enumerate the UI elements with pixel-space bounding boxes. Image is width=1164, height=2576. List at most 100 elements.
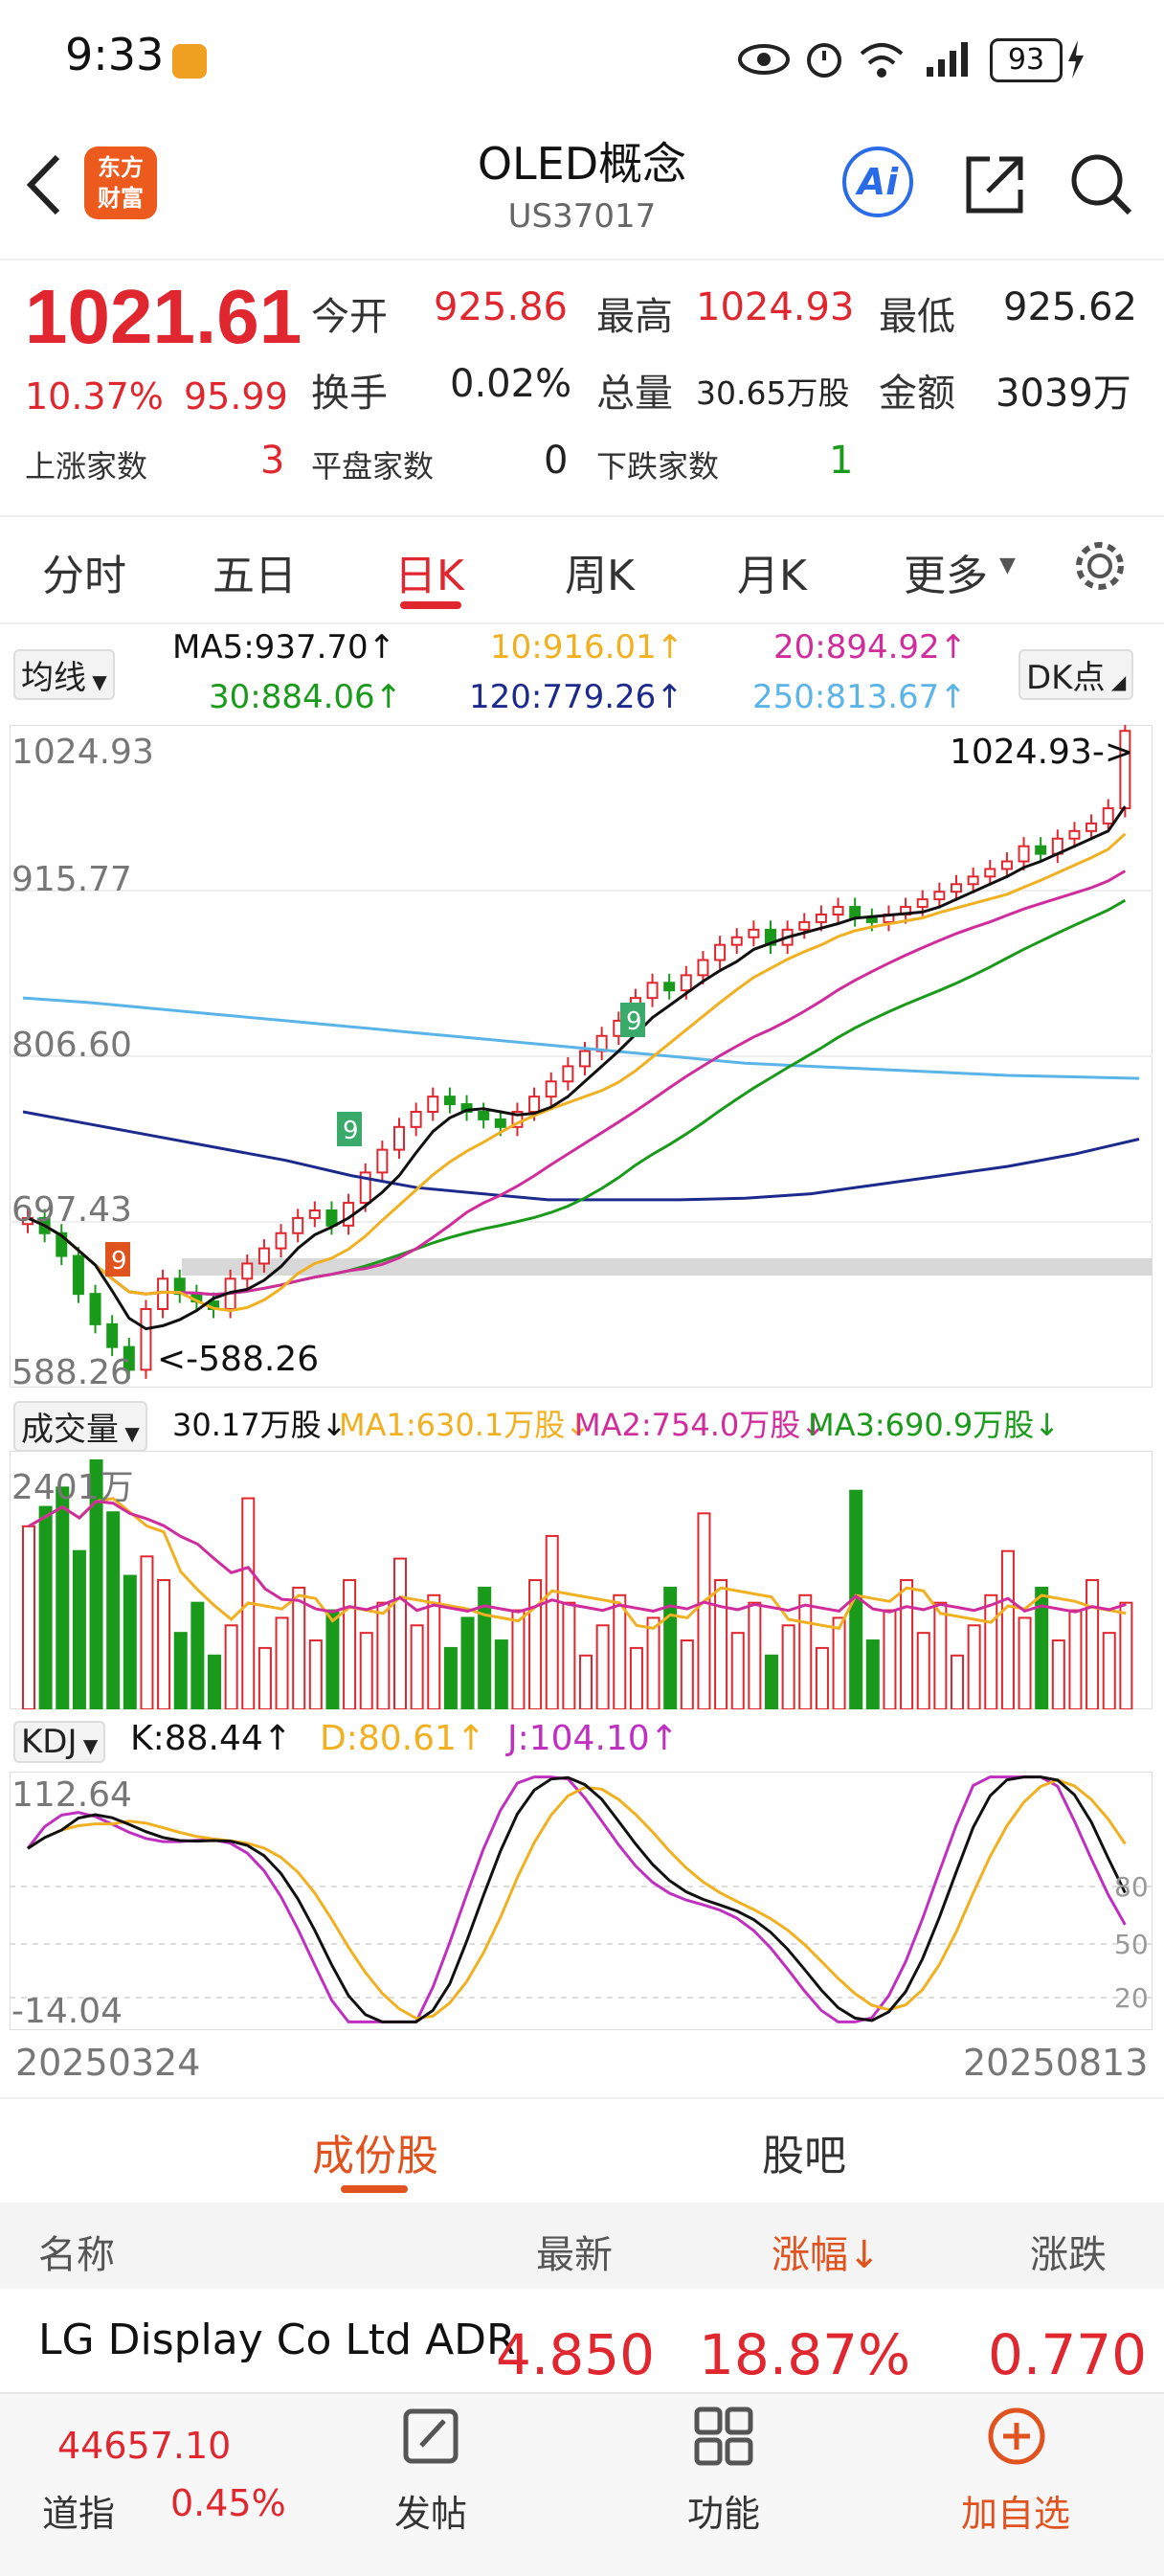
change-amount: 95.99 xyxy=(184,375,288,418)
candle xyxy=(748,928,760,938)
low-value: 925.62 xyxy=(1003,285,1137,329)
volume-bar xyxy=(56,1486,70,1709)
volume-bar xyxy=(545,1534,559,1709)
volume-ma3: MA3:690.9万股↓ xyxy=(808,1407,1061,1443)
y-axis-max: 1024.93 xyxy=(11,733,154,772)
ma10-line xyxy=(27,832,1127,1313)
function-grid-icon[interactable] xyxy=(693,2406,754,2467)
high-price-marker: 1024.93-> xyxy=(950,733,1133,772)
volume-bar xyxy=(38,1505,53,1709)
tab-weekly-k[interactable]: 周K xyxy=(565,552,635,600)
column-name[interactable]: 名称 xyxy=(38,2233,115,2277)
volume-bar xyxy=(494,1639,508,1709)
candle xyxy=(72,1254,84,1296)
volume-bar xyxy=(629,1646,643,1709)
candle xyxy=(275,1232,287,1250)
signal-marker-9 xyxy=(620,1003,645,1037)
nav-post[interactable]: 发帖 xyxy=(394,2493,468,2535)
eastmoney-logo: 东方 财富 xyxy=(84,147,157,219)
volume-bar xyxy=(140,1555,154,1709)
open-label: 今开 xyxy=(311,295,388,339)
section-tab-indicator xyxy=(341,2185,408,2193)
y-axis-label-4: 697.43 xyxy=(11,1190,132,1230)
tab-constituents[interactable]: 成份股 xyxy=(312,2132,438,2181)
tab-more[interactable]: 更多 xyxy=(904,552,988,600)
kdj-j-value: J:104.10↑ xyxy=(507,1719,679,1758)
candlestick-chart[interactable]: 9 9 9 1024.93 915.77 806.60 697.43 588.2… xyxy=(10,725,1153,1388)
row-change: 0.770 xyxy=(988,2322,1148,2387)
status-time: 9:33 xyxy=(65,29,165,80)
back-icon[interactable] xyxy=(23,151,65,218)
signal-marker-9-text: 9 xyxy=(343,1117,359,1145)
share-icon[interactable] xyxy=(961,151,1028,218)
kdj-k-value: K:88.44↑ xyxy=(130,1719,292,1758)
search-icon[interactable] xyxy=(1066,149,1135,218)
volume-bar xyxy=(748,1601,762,1709)
volume-bar xyxy=(275,1616,289,1709)
dow-index-value[interactable]: 44657.10 xyxy=(57,2425,232,2467)
volume-bar xyxy=(1086,1579,1100,1709)
volume-ma2: MA2:754.0万股↓ xyxy=(574,1407,827,1443)
post-edit-icon[interactable] xyxy=(400,2406,461,2467)
candle xyxy=(393,1125,405,1151)
kdj-level-80: 80 xyxy=(1114,1871,1149,1903)
nav-add-watchlist[interactable]: 加自选 xyxy=(961,2493,1071,2535)
candle xyxy=(1018,845,1030,863)
active-tab-indicator xyxy=(400,601,461,609)
column-change[interactable]: 涨跌 xyxy=(1030,2233,1107,2277)
support-band xyxy=(182,1258,1153,1276)
tab-monthly-k[interactable]: 月K xyxy=(737,552,807,600)
candle xyxy=(359,1171,371,1205)
ma20-line xyxy=(27,870,1127,1297)
tab-five-day[interactable]: 五日 xyxy=(213,552,297,600)
ma-selector[interactable]: 均线 ▼ xyxy=(13,649,115,700)
kdj-indicator-selector[interactable]: KDJ ▼ xyxy=(13,1721,106,1763)
high-value: 1024.93 xyxy=(696,285,855,329)
tab-intraday[interactable]: 分时 xyxy=(42,552,126,600)
candles-group xyxy=(22,725,1131,1379)
ma250-line xyxy=(22,996,1140,1080)
candle xyxy=(478,1110,490,1120)
volume-label: 总量 xyxy=(596,372,673,416)
volume-bar xyxy=(832,1616,846,1709)
battery-icon: 93 xyxy=(990,38,1063,82)
volume-chart[interactable]: 2401万 xyxy=(10,1451,1153,1709)
candle xyxy=(494,1118,506,1128)
dk-point-selector[interactable]: DK点 ◢ xyxy=(1018,649,1134,700)
settings-gear-icon[interactable] xyxy=(1070,536,1130,596)
more-dropdown-icon: ▼ xyxy=(999,554,1016,577)
volume-bar xyxy=(646,1616,660,1709)
candle xyxy=(916,898,929,909)
candle xyxy=(951,883,962,893)
tab-daily-k[interactable]: 日K xyxy=(394,552,464,600)
dow-index-pct[interactable]: 0.45% xyxy=(170,2482,286,2524)
candle xyxy=(257,1247,270,1265)
candle xyxy=(325,1209,338,1227)
column-change-pct[interactable]: 涨幅↓ xyxy=(772,2233,881,2277)
ma250-legend: 250:813.67↑ xyxy=(752,678,967,716)
ai-button[interactable]: Ai xyxy=(842,147,913,217)
rising-count-label: 上涨家数 xyxy=(25,448,148,485)
ma5-legend: MA5:937.70↑ xyxy=(172,628,396,667)
add-watchlist-icon[interactable] xyxy=(986,2406,1047,2467)
row-latest-price: 4.850 xyxy=(496,2322,656,2387)
volume-bar xyxy=(292,1586,306,1709)
volume-indicator-selector[interactable]: 成交量 ▼ xyxy=(13,1401,147,1452)
candle xyxy=(984,868,996,878)
signal-marker-9 xyxy=(105,1242,130,1277)
dow-index-name[interactable]: 道指 xyxy=(42,2493,116,2535)
candle xyxy=(427,1096,439,1113)
candle xyxy=(933,891,946,901)
nav-function[interactable]: 功能 xyxy=(687,2493,761,2535)
row-stock-name: LG Display Co Ltd ADR xyxy=(38,2316,516,2364)
low-price-marker: <-588.26 xyxy=(157,1340,319,1379)
kdj-chart[interactable]: 112.64 -14.04 80 50 20 xyxy=(10,1772,1153,2030)
tab-forum[interactable]: 股吧 xyxy=(762,2132,846,2181)
status-bar: 9:33 93 xyxy=(0,0,1164,115)
column-latest[interactable]: 最新 xyxy=(536,2233,613,2277)
volume-ma2-line xyxy=(28,1500,1127,1614)
volume-bar xyxy=(308,1639,323,1709)
candle xyxy=(680,974,692,992)
kdj-level-20: 20 xyxy=(1114,1982,1149,2014)
flat-count-label: 平盘家数 xyxy=(311,448,435,485)
